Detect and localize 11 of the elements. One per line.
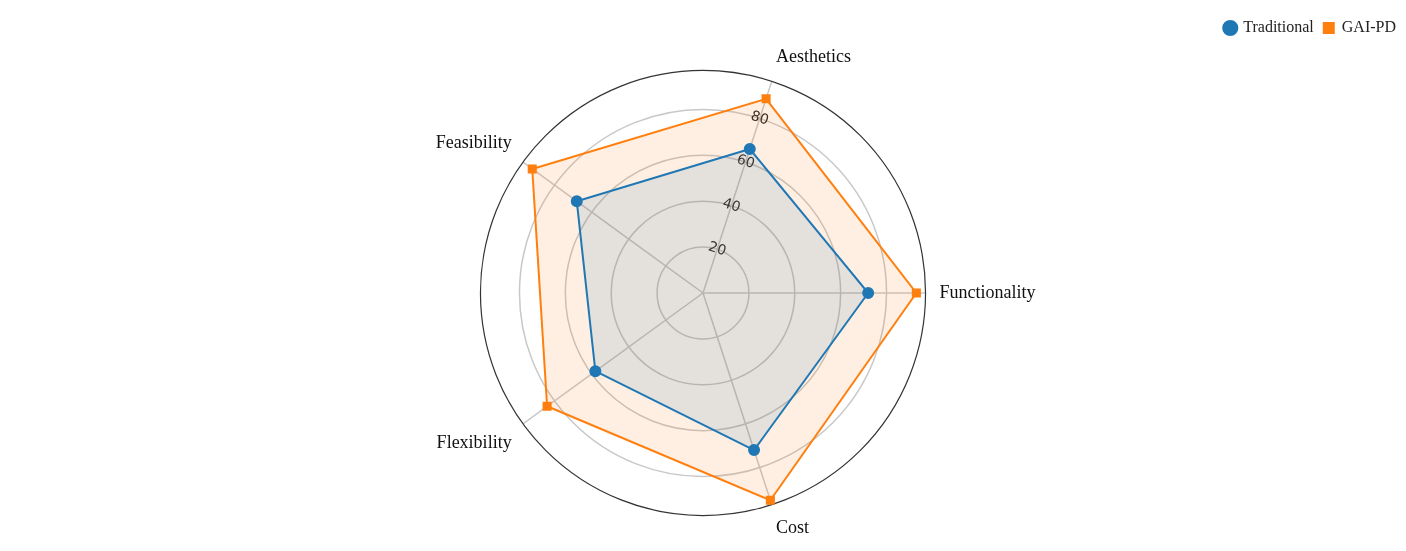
y-tick-label: 40 xyxy=(720,194,743,215)
y-tick-label: 80 xyxy=(749,106,772,128)
spoke-label: Functionality xyxy=(939,281,1036,302)
y-tick-label: 20 xyxy=(706,237,729,259)
legend-label: GAI-PD xyxy=(1341,18,1396,36)
spoke-label: Flexibility xyxy=(436,431,512,452)
spoke-label: Feasibility xyxy=(435,131,512,152)
legend-label: Traditional xyxy=(1243,18,1315,36)
spoke-label: Aesthetics xyxy=(776,45,852,66)
y-tick-label: 60 xyxy=(735,150,757,172)
spoke-label: Cost xyxy=(776,517,810,538)
